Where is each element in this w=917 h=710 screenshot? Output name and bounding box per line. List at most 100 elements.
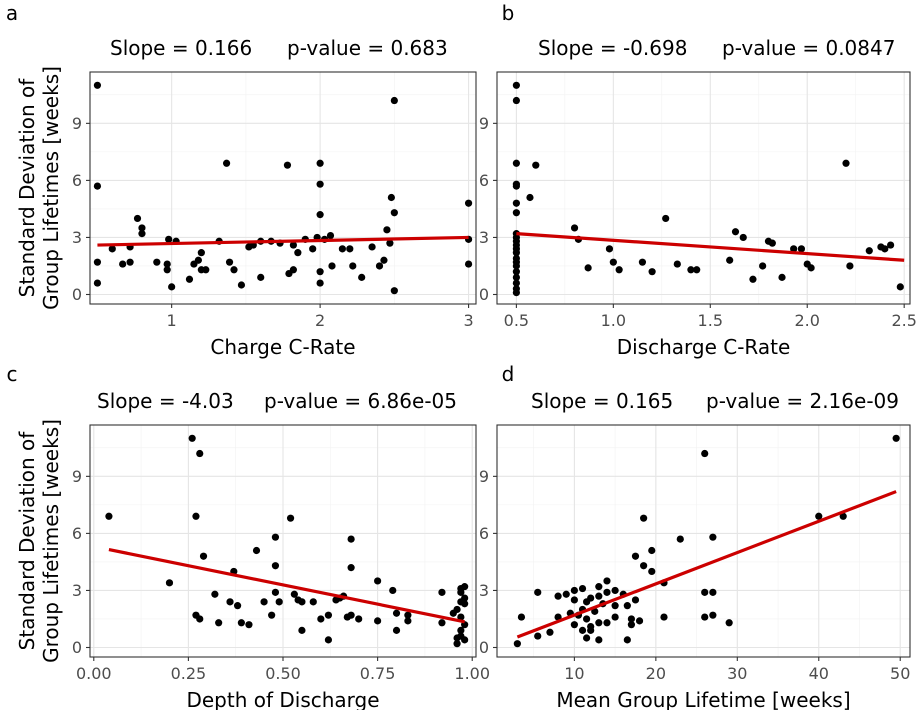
- data-point: [461, 636, 469, 644]
- data-point: [603, 619, 611, 627]
- data-point: [275, 598, 283, 606]
- y-tick-label: 9: [72, 114, 82, 133]
- data-point: [611, 613, 619, 621]
- data-point: [461, 600, 469, 608]
- data-point: [648, 546, 656, 555]
- x-tick-label: 40: [809, 664, 829, 683]
- plot-frame: [496, 71, 911, 305]
- data-point: [286, 514, 295, 522]
- data-point: [512, 209, 520, 217]
- data-point: [662, 214, 670, 223]
- data-point: [595, 592, 603, 600]
- data-point: [215, 619, 223, 627]
- data-point: [108, 245, 116, 253]
- panel-letter: d: [502, 362, 515, 386]
- data-point: [390, 209, 398, 217]
- data-point: [386, 239, 394, 247]
- data-point: [298, 626, 306, 634]
- data-point: [453, 640, 461, 648]
- data-point: [347, 564, 355, 572]
- data-point: [570, 586, 578, 595]
- x-tick-label: 0.75: [360, 664, 396, 683]
- y-tick-label: 6: [479, 524, 489, 543]
- y-axis-title-line1: Standard Deviation of: [15, 431, 39, 651]
- x-axis-title: Charge C-Rate: [210, 335, 355, 359]
- data-point: [324, 636, 333, 644]
- data-point: [640, 562, 648, 570]
- data-point: [196, 449, 204, 458]
- data-point: [534, 588, 542, 596]
- data-point: [532, 161, 540, 169]
- x-axis-title: Mean Group Lifetime [weeks]: [556, 688, 850, 710]
- data-point: [196, 615, 204, 623]
- x-tick-label: 0.25: [171, 664, 207, 683]
- data-point: [392, 626, 401, 634]
- data-point: [631, 552, 640, 560]
- data-point: [453, 605, 461, 614]
- data-point: [725, 619, 733, 627]
- data-point: [93, 279, 102, 287]
- data-point: [290, 590, 298, 598]
- slope-annotation: Slope = 0.166: [110, 36, 252, 60]
- pvalue-annotation: p-value = 6.86e-05: [264, 389, 457, 413]
- y-axis-title-line1: Standard Deviation of: [15, 78, 39, 298]
- panel-a: 1 2 3 0 3 6 9 Charge C-Rate a Slope = 0.166 p-valu…: [6, 1, 477, 359]
- data-point: [631, 596, 640, 604]
- x-tick-label: 1.0: [601, 311, 626, 330]
- data-point: [438, 619, 446, 627]
- data-point: [309, 598, 317, 606]
- data-point: [233, 602, 242, 610]
- slope-annotation: Slope = -0.698: [538, 36, 687, 60]
- data-point: [390, 287, 398, 295]
- pvalue-annotation: p-value = 2.16e-09: [706, 389, 899, 413]
- data-point: [222, 159, 231, 167]
- plot-frame: [89, 71, 477, 305]
- data-point: [583, 615, 591, 623]
- data-point: [316, 211, 324, 219]
- data-point: [237, 281, 246, 289]
- data-point: [660, 613, 668, 621]
- data-point: [225, 258, 234, 266]
- data-point: [562, 590, 570, 598]
- data-point: [257, 273, 265, 281]
- x-tick-label: 10: [564, 664, 584, 683]
- data-point: [252, 546, 261, 555]
- x-tick-label: 0.00: [76, 664, 112, 683]
- pvalue-annotation: p-value = 0.683: [287, 36, 448, 60]
- data-point: [271, 588, 280, 596]
- data-point: [457, 613, 465, 621]
- data-point: [709, 611, 717, 619]
- y-tick-label: 0: [72, 638, 82, 657]
- data-point: [289, 266, 297, 274]
- y-tick-label: 0: [479, 638, 489, 657]
- data-point: [358, 273, 366, 281]
- data-point: [309, 245, 317, 253]
- data-point: [570, 224, 579, 232]
- data-point: [892, 434, 900, 442]
- data-point: [165, 579, 174, 587]
- data-point: [701, 588, 709, 596]
- data-point: [595, 619, 603, 627]
- data-point: [349, 262, 357, 270]
- data-point: [512, 262, 520, 270]
- data-point: [126, 258, 134, 266]
- data-point: [603, 577, 611, 585]
- data-point: [93, 258, 102, 266]
- y-tick-label: 0: [479, 285, 489, 304]
- data-point: [93, 81, 102, 89]
- data-point: [404, 611, 412, 619]
- x-tick-label: 2.5: [891, 311, 916, 330]
- data-point: [461, 583, 469, 591]
- y-axis-title-line2: Group Lifetimes [weeks]: [39, 419, 63, 663]
- data-point: [289, 241, 297, 249]
- y-tick-label: 6: [72, 171, 82, 190]
- data-point: [512, 249, 520, 257]
- x-tick-label: 1.5: [698, 311, 723, 330]
- x-tick-label: 2: [315, 311, 325, 330]
- slope-annotation: Slope = -4.03: [97, 389, 234, 413]
- data-point: [584, 264, 592, 272]
- data-point: [119, 260, 127, 268]
- data-point: [271, 533, 280, 541]
- data-point: [739, 233, 747, 242]
- data-point: [627, 621, 636, 629]
